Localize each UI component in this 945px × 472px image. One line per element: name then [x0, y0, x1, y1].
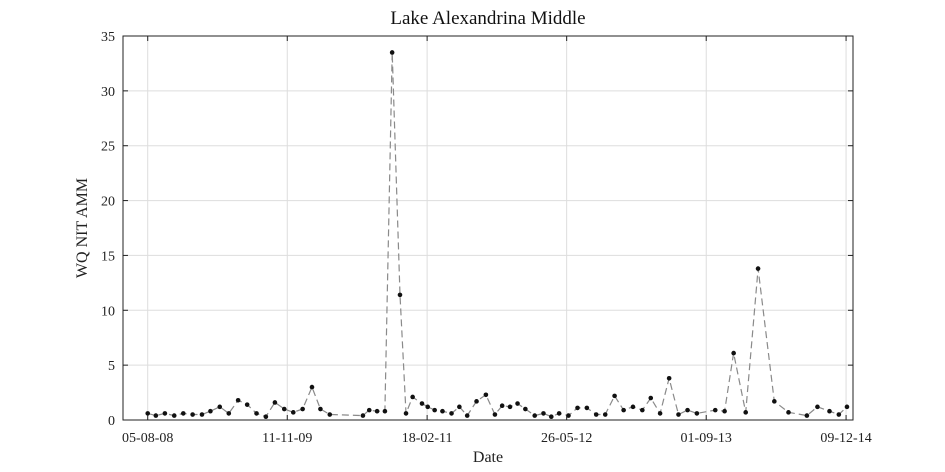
data-point — [640, 407, 645, 413]
data-point — [772, 399, 777, 404]
data-point — [523, 406, 528, 412]
data-point — [786, 410, 791, 415]
data-point — [403, 411, 409, 416]
data-point — [374, 408, 380, 414]
data-point — [389, 50, 395, 55]
data-point — [483, 392, 489, 398]
x-tick-label: 11-11-09 — [262, 431, 312, 446]
data-point — [612, 393, 617, 399]
data-point — [755, 266, 761, 271]
data-point — [556, 411, 562, 416]
data-point — [153, 413, 159, 418]
grid — [123, 35, 853, 421]
data-point — [804, 413, 810, 418]
data-point — [217, 404, 223, 410]
data-point — [272, 400, 278, 405]
x-tick-label: 09-12-14 — [820, 431, 871, 446]
data-point — [584, 405, 590, 411]
data-point — [382, 408, 388, 414]
x-tick-label: 18-02-11 — [402, 431, 453, 446]
data-point — [827, 408, 832, 414]
y-tick-label: 35 — [101, 30, 115, 45]
data-point — [190, 412, 195, 417]
y-tick-label: 20 — [101, 195, 115, 210]
series-line — [147, 52, 848, 418]
data-point — [844, 404, 850, 410]
y-tick-label: 15 — [101, 249, 115, 264]
data-point — [208, 408, 213, 414]
data-point — [712, 407, 718, 413]
y-tick-label: 10 — [101, 304, 115, 319]
data-point — [309, 384, 315, 390]
data-point — [657, 411, 663, 416]
data-point — [171, 413, 177, 418]
data-point — [318, 406, 323, 412]
data-point — [474, 399, 479, 404]
data-point — [199, 412, 205, 417]
data-point — [419, 401, 425, 406]
data-point — [492, 412, 498, 417]
data-point — [815, 404, 820, 410]
data-point — [327, 412, 333, 417]
data-point — [145, 411, 151, 416]
data-point — [432, 407, 437, 413]
data-point — [281, 406, 287, 412]
data-point — [180, 411, 186, 416]
data-point — [694, 411, 700, 416]
data-point — [464, 413, 470, 418]
data-point — [575, 405, 580, 411]
data-point — [499, 403, 505, 409]
plot-frame — [122, 35, 854, 421]
y-axis-title: WQ NIT AMM — [74, 178, 91, 278]
x-tick-label: 26-05-12 — [541, 431, 592, 446]
data-point — [263, 414, 269, 420]
data-point — [836, 412, 842, 417]
y-tick-label: 25 — [101, 140, 115, 155]
data-point — [226, 411, 232, 416]
data-point — [244, 402, 250, 407]
data-point — [630, 404, 636, 410]
data-point — [602, 412, 608, 417]
data-point — [425, 404, 431, 410]
data-point — [366, 407, 372, 413]
data-point — [566, 413, 571, 418]
data-point — [548, 414, 554, 420]
data-point — [235, 397, 241, 403]
y-tick-label: 30 — [101, 85, 115, 100]
data-point — [515, 401, 520, 406]
data-point — [449, 411, 454, 416]
x-tick-label: 05-08-08 — [122, 431, 173, 446]
data-point — [621, 407, 626, 413]
y-tick-label: 5 — [108, 359, 115, 374]
data-point — [300, 406, 305, 412]
data-point — [731, 350, 736, 356]
data-point — [541, 411, 546, 416]
data-point — [440, 408, 445, 414]
x-tick-label: 01-09-13 — [681, 431, 732, 446]
data-point — [410, 394, 415, 400]
data-point — [162, 411, 168, 416]
data-point — [676, 412, 681, 417]
tick-layer: 0 5 10 15 20 25 30 35 05-08-08 11-11-09 18-02-11 26… — [101, 30, 872, 446]
data-point — [397, 292, 403, 298]
data-point — [743, 410, 749, 415]
data-point — [507, 404, 513, 410]
series-layer — [145, 50, 850, 420]
data-point — [532, 413, 538, 418]
data-point — [290, 410, 296, 415]
data-point — [254, 411, 259, 416]
y-tick-label: 0 — [108, 414, 115, 429]
data-point — [722, 408, 727, 414]
data-point — [648, 395, 654, 401]
data-point — [593, 412, 599, 417]
data-point — [360, 413, 366, 418]
x-axis-title: Date — [473, 449, 503, 466]
chart-title: Lake Alexandrina Middle — [390, 8, 585, 29]
data-point — [457, 404, 462, 410]
data-point — [666, 376, 672, 381]
data-point — [685, 407, 690, 413]
